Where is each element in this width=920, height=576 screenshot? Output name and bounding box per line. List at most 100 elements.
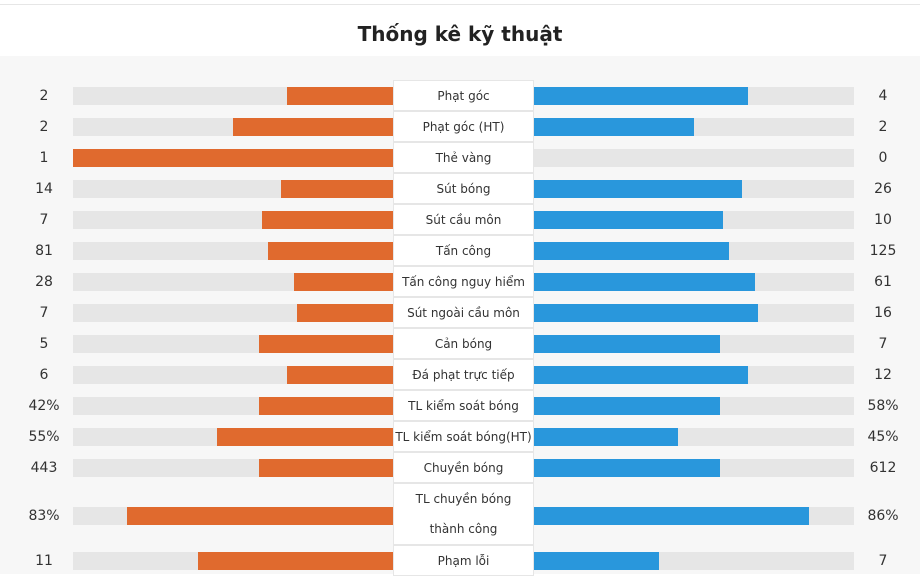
away-bar <box>534 551 659 570</box>
away-value: 612 <box>869 459 897 476</box>
home-bar-track <box>73 179 393 198</box>
stat-label: Tấn công <box>393 235 534 266</box>
home-value: 2 <box>39 118 49 135</box>
home-value: 5 <box>39 335 49 352</box>
home-bar-track <box>73 210 393 229</box>
away-value: 61 <box>874 273 892 290</box>
away-bar-track <box>534 148 854 167</box>
stat-label: Tấn công nguy hiểm <box>393 266 534 297</box>
home-bar <box>197 551 393 570</box>
home-value: 6 <box>39 366 49 383</box>
away-value: 16 <box>874 304 892 321</box>
away-bar <box>534 507 810 525</box>
home-bar <box>258 396 393 415</box>
home-bar <box>127 507 393 525</box>
away-bar <box>534 427 678 446</box>
home-value: 14 <box>35 180 53 197</box>
away-value: 12 <box>874 366 892 383</box>
home-value: 7 <box>39 211 49 228</box>
away-bar <box>534 458 720 477</box>
home-bar <box>268 241 393 260</box>
home-value: 83% <box>28 508 60 524</box>
home-value: 28 <box>35 273 53 290</box>
home-bar <box>261 210 393 229</box>
home-bar <box>73 148 393 167</box>
home-value: 81 <box>35 242 53 259</box>
away-bar-track <box>534 458 854 477</box>
stat-label: Cản bóng <box>393 328 534 359</box>
home-bar <box>287 86 393 105</box>
home-bar-track <box>73 396 393 415</box>
away-value: 86% <box>867 508 899 524</box>
home-bar <box>287 365 393 384</box>
stat-label: TL kiểm soát bóng(HT) <box>393 421 534 452</box>
home-bar-track <box>73 303 393 322</box>
away-value: 7 <box>878 335 888 352</box>
away-bar <box>534 365 749 384</box>
home-bar-track <box>73 117 393 136</box>
home-bar-track <box>73 458 393 477</box>
home-bar-track <box>73 365 393 384</box>
home-value: 2 <box>39 87 49 104</box>
stat-label: Phạm lỗi <box>393 545 534 576</box>
away-value: 4 <box>878 87 888 104</box>
away-bar-track <box>534 427 854 446</box>
away-bar-track <box>534 365 854 384</box>
away-bar <box>534 272 755 291</box>
away-bar-track <box>534 551 854 570</box>
away-value: 125 <box>869 242 897 259</box>
home-bar <box>233 117 393 136</box>
away-bar <box>534 303 758 322</box>
home-value: 55% <box>28 428 60 445</box>
away-bar-track <box>534 303 854 322</box>
home-bar-track <box>73 427 393 446</box>
home-value: 11 <box>35 552 53 569</box>
home-bar <box>258 458 393 477</box>
away-value: 2 <box>878 118 888 135</box>
away-bar <box>534 179 742 198</box>
home-bar <box>258 334 393 353</box>
stat-label: Thẻ vàng <box>393 142 534 173</box>
home-bar <box>297 303 393 322</box>
home-bar <box>293 272 393 291</box>
away-bar <box>534 117 694 136</box>
stat-label: Sút ngoài cầu môn <box>393 297 534 328</box>
away-bar-track <box>534 179 854 198</box>
home-value: 1 <box>39 149 49 166</box>
top-divider <box>0 4 920 5</box>
home-bar-track <box>73 148 393 167</box>
stat-label: TL kiểm soát bóng <box>393 390 534 421</box>
away-value: 10 <box>874 211 892 228</box>
away-value: 7 <box>878 552 888 569</box>
stat-label: Sút bóng <box>393 173 534 204</box>
stat-label: Phạt góc (HT) <box>393 111 534 142</box>
away-value: 58% <box>867 397 899 414</box>
home-value: 42% <box>28 397 60 414</box>
home-bar-track <box>73 86 393 105</box>
stat-label: Sút cầu môn <box>393 204 534 235</box>
home-bar-track <box>73 551 393 570</box>
home-bar <box>217 427 393 446</box>
away-bar-track <box>534 117 854 136</box>
section-title: Thống kê kỹ thuật <box>357 22 563 46</box>
home-bar-track <box>73 334 393 353</box>
stat-label: Phạt góc <box>393 80 534 111</box>
home-bar-track <box>73 241 393 260</box>
away-value: 0 <box>878 149 888 166</box>
away-bar <box>534 334 720 353</box>
home-value: 443 <box>30 459 58 476</box>
away-bar-track <box>534 210 854 229</box>
stat-label: TL chuyền bóng thành công <box>393 483 534 545</box>
home-bar <box>281 179 393 198</box>
home-bar-track <box>73 272 393 291</box>
away-bar <box>534 396 720 415</box>
away-bar <box>534 86 749 105</box>
away-bar-track <box>534 396 854 415</box>
away-bar-track <box>534 507 854 525</box>
away-bar <box>534 210 723 229</box>
home-value: 7 <box>39 304 49 321</box>
home-bar-track <box>73 507 393 525</box>
stat-label: Chuyền bóng <box>393 452 534 483</box>
away-value: 26 <box>874 180 892 197</box>
away-bar-track <box>534 241 854 260</box>
